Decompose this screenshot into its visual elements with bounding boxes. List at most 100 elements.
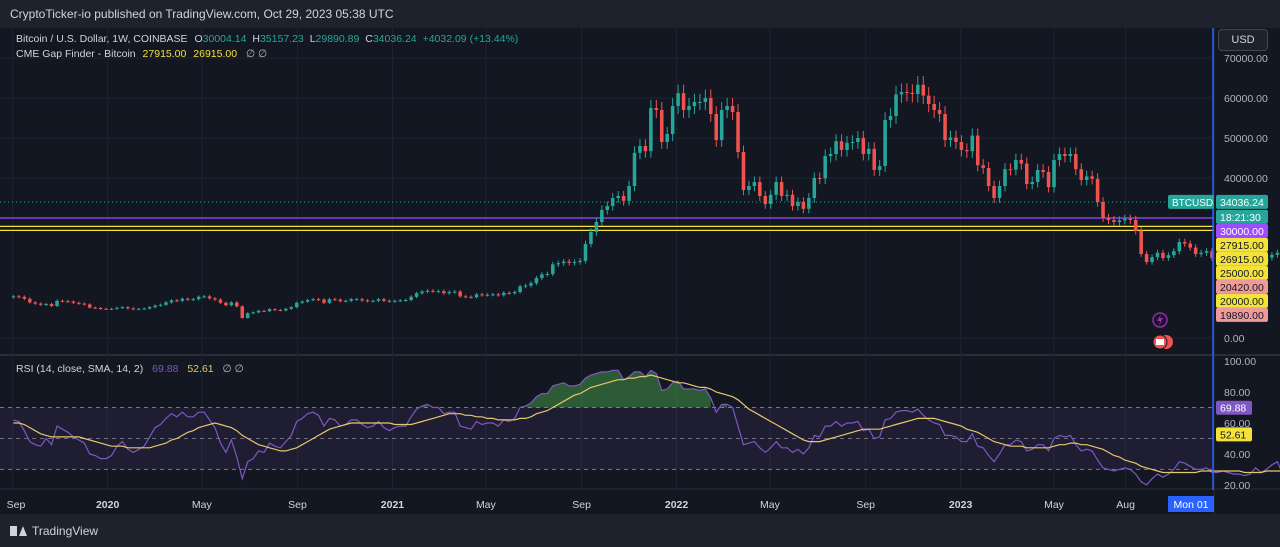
lightning-icon[interactable] — [1152, 312, 1168, 328]
candle-body — [981, 165, 985, 168]
candle-body — [676, 93, 680, 106]
candle-body — [719, 110, 724, 140]
candle-body — [273, 309, 277, 311]
candle-body — [856, 138, 860, 142]
candle-body — [872, 148, 876, 170]
rsi-name: RSI (14, close, SMA, 14, 2) — [16, 363, 143, 375]
candle-body — [1014, 160, 1018, 170]
price-label: 20420.00 — [1216, 279, 1268, 294]
candle-body — [1003, 169, 1007, 186]
candle-body — [447, 292, 452, 294]
tradingview-logo[interactable]: TradingView — [10, 524, 98, 538]
price-pane[interactable] — [0, 28, 1214, 354]
price-label-box — [1216, 293, 1268, 308]
price-label-text: 20420.00 — [1220, 282, 1264, 294]
candle-body — [480, 294, 484, 296]
candle-body — [589, 232, 593, 244]
candle-body — [523, 285, 528, 287]
candle-body — [431, 290, 435, 292]
indicator-legend[interactable]: CME Gap Finder - Bitcoin 27915.00 26915.… — [16, 48, 267, 60]
currency-button[interactable]: USD — [1218, 29, 1268, 51]
candle-body — [1079, 169, 1084, 180]
price-label-box — [1216, 307, 1268, 322]
time-axis[interactable] — [0, 490, 1280, 514]
indicator-visibility-icons: ∅ ∅ — [246, 48, 267, 60]
candle-body — [763, 196, 768, 204]
candle-body — [572, 262, 577, 263]
candle-body — [284, 308, 288, 311]
candle-body — [262, 310, 266, 312]
us-flag-icon — [1156, 339, 1164, 345]
candle-body — [420, 291, 424, 294]
candle-body — [518, 286, 522, 292]
rsi-series: 69.88 52.61 — [13, 369, 1280, 486]
candle-body — [1035, 170, 1040, 182]
symbol-legend[interactable]: Bitcoin / U.S. Dollar, 1W, COINBASE O300… — [16, 33, 518, 45]
rsi-band-fill — [0, 407, 1214, 470]
candle-body — [888, 116, 893, 120]
price-label-text: 26915.00 — [1220, 254, 1264, 266]
candle-body — [338, 299, 343, 302]
candle-body — [267, 309, 272, 312]
rsi-band-area — [0, 407, 1214, 470]
candle-body — [218, 299, 223, 303]
candle-body — [621, 196, 626, 201]
candle-body — [436, 291, 441, 293]
candle-body — [191, 299, 196, 301]
candle-body — [736, 112, 740, 152]
rsi-axis[interactable] — [1214, 356, 1280, 488]
candle-body — [643, 146, 648, 152]
candle-body — [224, 302, 228, 306]
change-value: +4032.09 (+13.44%) — [423, 33, 519, 45]
candle-body — [948, 137, 953, 140]
rsi-legend[interactable]: RSI (14, close, SMA, 14, 2) 69.88 52.61 … — [16, 363, 244, 375]
candle-body — [605, 206, 610, 210]
rsi-pane[interactable] — [0, 356, 1214, 488]
price-label: 34036.24 BTCUSD — [1168, 194, 1268, 209]
candle-body — [926, 95, 931, 104]
candle-body — [316, 299, 321, 301]
price-label-text: 20000.00 — [1220, 296, 1264, 308]
candle-body — [98, 308, 103, 309]
crosshair-date-text: Mon 01 — [1173, 499, 1208, 511]
candle-body — [1106, 218, 1111, 220]
candle-body — [469, 296, 473, 298]
price-label-box — [1216, 265, 1268, 280]
high-label: H — [252, 33, 260, 45]
price-label-text: 25000.00 — [1220, 268, 1264, 280]
candle-body — [1199, 252, 1203, 254]
symbol-label-box — [1168, 194, 1214, 209]
candle-body — [943, 114, 947, 140]
candle-body — [120, 307, 125, 309]
price-label-box — [1216, 223, 1268, 238]
price-label-box — [1216, 251, 1268, 266]
symbol-name: Bitcoin / U.S. Dollar, 1W, COINBASE — [16, 33, 188, 45]
candle-body — [627, 186, 631, 201]
candle-body — [529, 283, 533, 286]
candle-body — [136, 308, 141, 310]
candle-body — [921, 84, 926, 96]
candle-body — [785, 194, 789, 196]
time-tick-label: May — [1044, 499, 1065, 511]
candle-body — [867, 148, 871, 154]
low-value: 29890.89 — [316, 33, 360, 45]
candle-body — [730, 106, 735, 112]
time-axis-ticks: Sep 2020 May Sep 2021 May Sep 2022 May Sep 2023 May… — [7, 499, 1135, 511]
price-label: 27915.00 — [1216, 237, 1268, 252]
candle-body — [796, 202, 800, 206]
time-tick-label: May — [760, 499, 781, 511]
candle-body — [703, 98, 708, 102]
candle-body — [256, 310, 261, 313]
candle-body — [1150, 257, 1154, 262]
candle-body — [670, 106, 675, 134]
candle-body — [1041, 170, 1045, 172]
candle-body — [1008, 169, 1013, 171]
candle-body — [180, 298, 185, 301]
candle-body — [1074, 154, 1078, 170]
price-tick-label: 0.00 — [1224, 333, 1245, 345]
candle-body — [698, 102, 702, 103]
candle-body — [82, 303, 87, 305]
candle-body — [970, 135, 975, 152]
candle-body — [491, 294, 495, 296]
